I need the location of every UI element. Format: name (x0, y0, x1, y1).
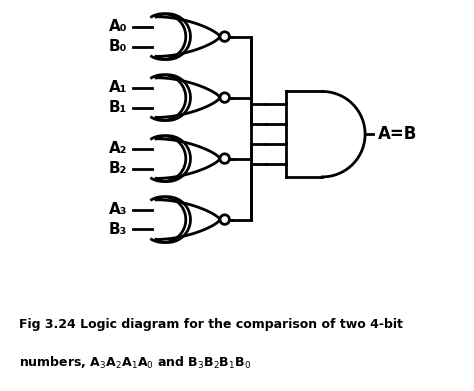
Polygon shape (156, 197, 220, 242)
Text: numbers, A$_3$A$_2$A$_1$A$_0$ and B$_3$B$_2$B$_1$B$_0$: numbers, A$_3$A$_2$A$_1$A$_0$ and B$_3$B… (19, 355, 251, 371)
Circle shape (220, 215, 229, 224)
Text: A=B: A=B (378, 125, 417, 143)
Text: B₀: B₀ (109, 39, 127, 54)
Polygon shape (286, 91, 365, 177)
Polygon shape (156, 136, 220, 181)
Text: B₂: B₂ (109, 161, 127, 176)
Circle shape (220, 154, 229, 163)
Circle shape (220, 93, 229, 102)
Text: B₁: B₁ (109, 100, 127, 115)
Polygon shape (156, 75, 220, 120)
Text: B₃: B₃ (109, 222, 127, 237)
Polygon shape (156, 14, 220, 59)
Text: Fig 3.24 Logic diagram for the comparison of two 4-bit: Fig 3.24 Logic diagram for the compariso… (19, 318, 403, 331)
Text: A₁: A₁ (109, 80, 127, 95)
Text: A₂: A₂ (109, 141, 127, 156)
Text: A₀: A₀ (109, 19, 127, 34)
Circle shape (220, 32, 229, 41)
Text: A₃: A₃ (109, 202, 127, 217)
